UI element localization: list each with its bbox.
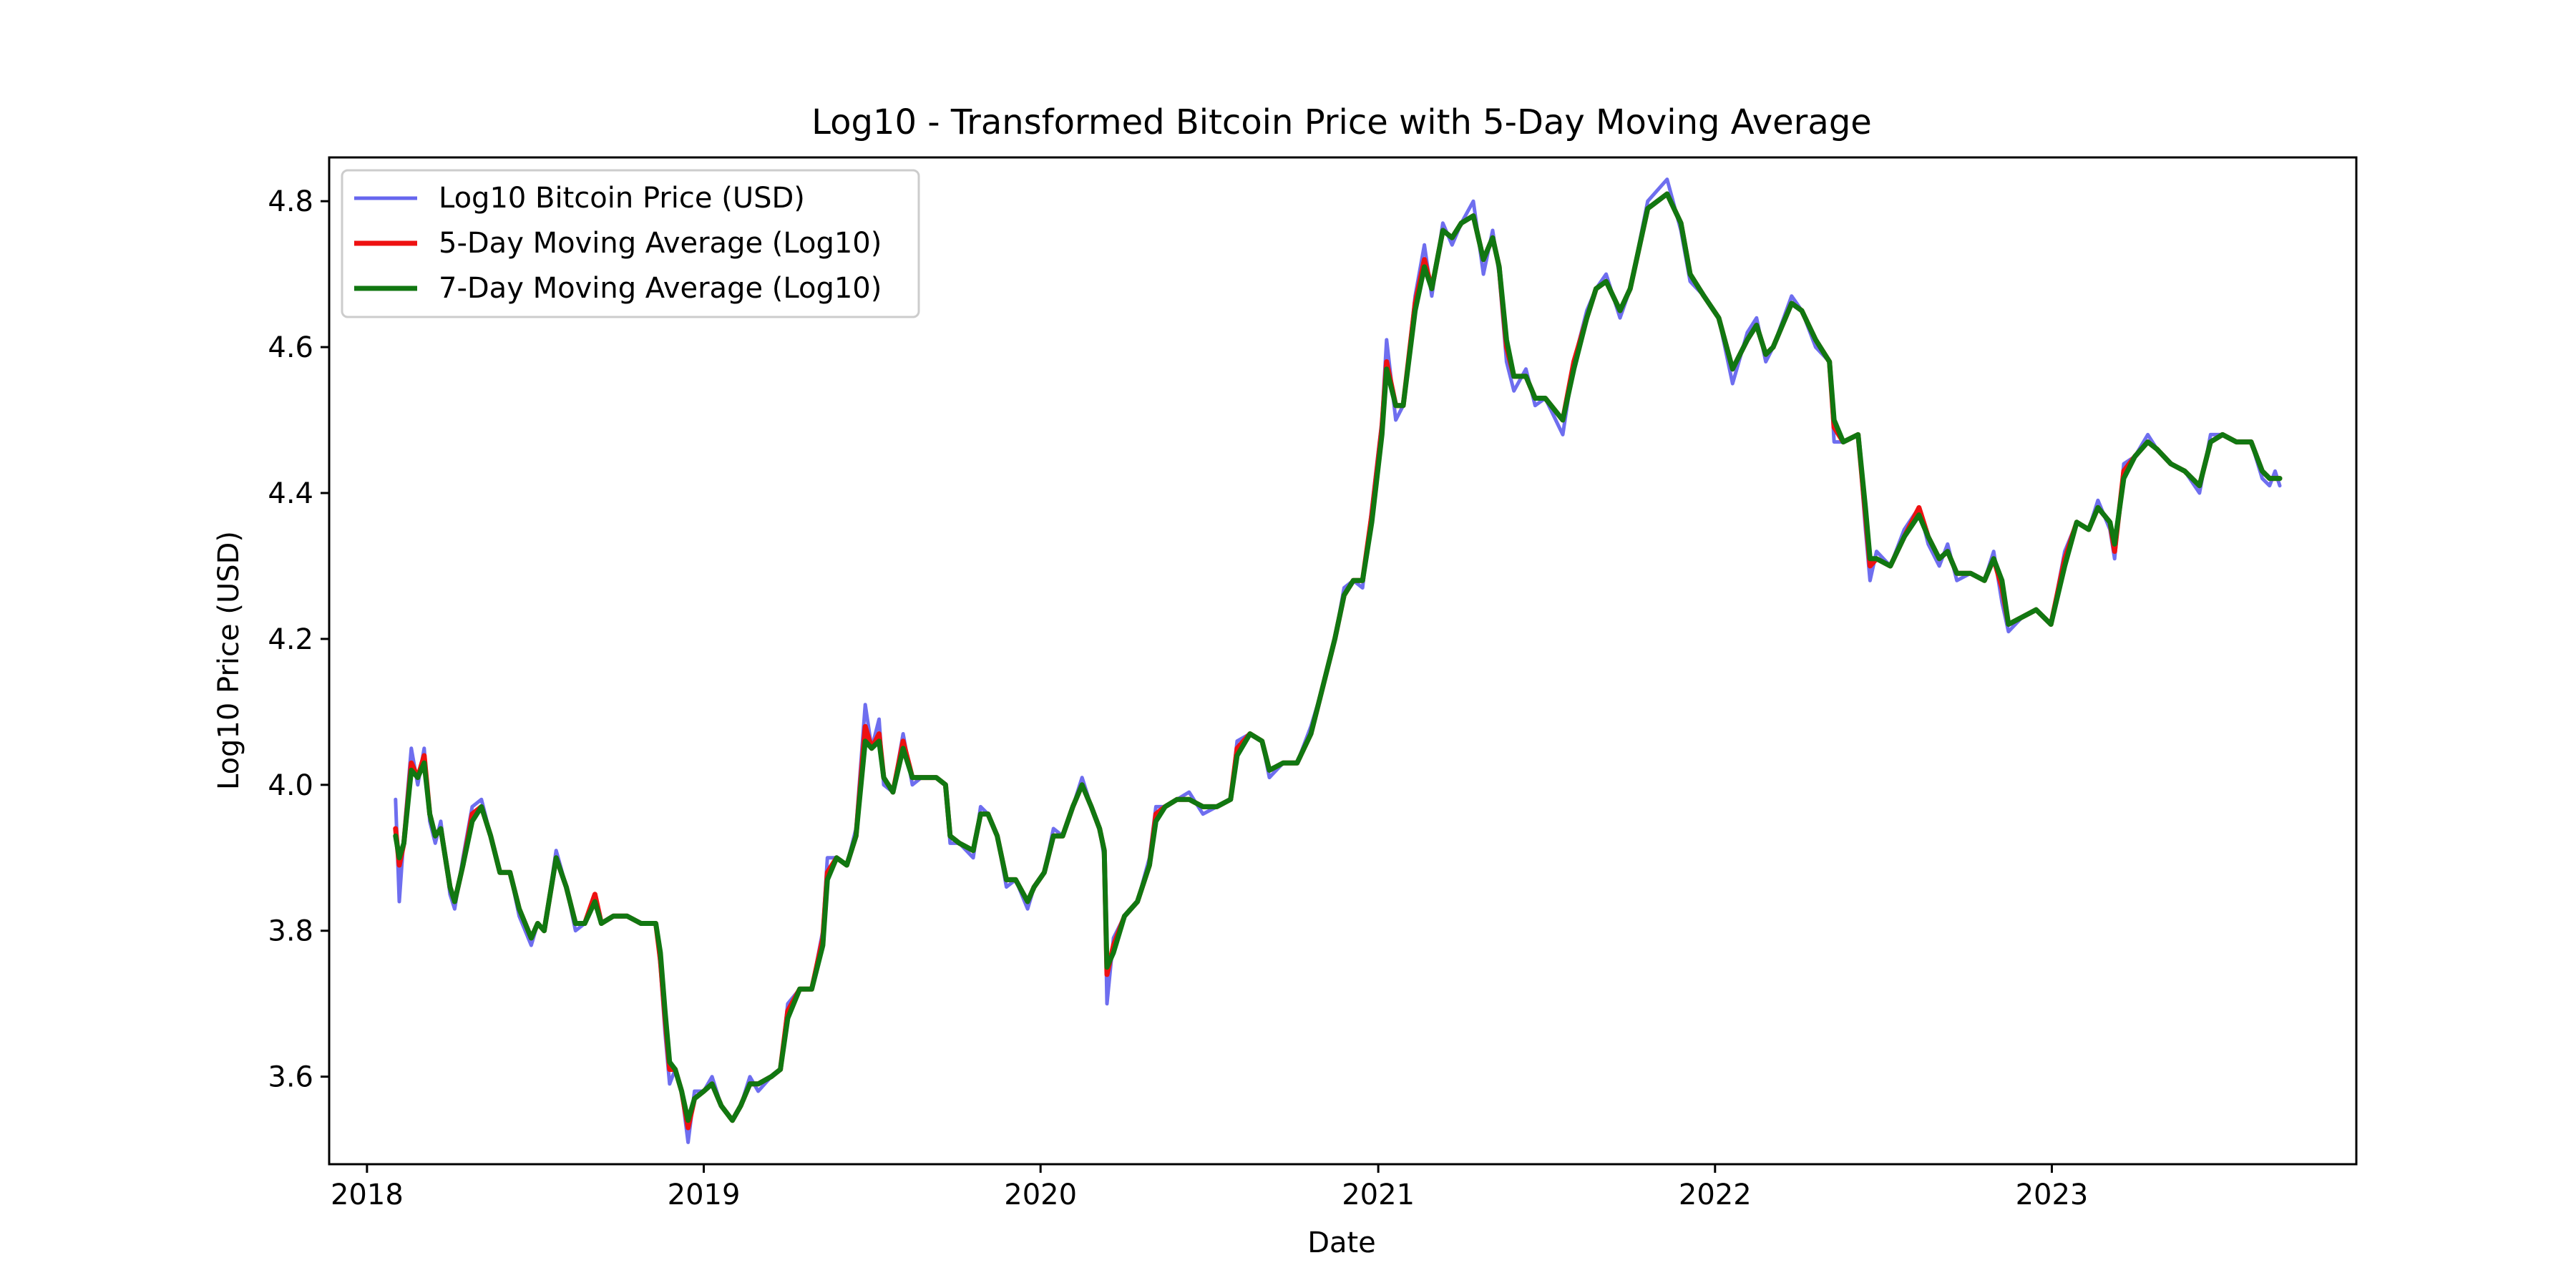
x-axis: 2018 2019 2020 2021 2022 2023: [331, 1164, 2088, 1211]
y-tick-label: 4.0: [268, 769, 313, 802]
x-axis-label: Date: [1307, 1226, 1376, 1259]
legend-label-ma5: 5-Day Moving Average (Log10): [439, 227, 882, 260]
x-tick-label: 2022: [1679, 1179, 1752, 1211]
y-tick-label: 3.8: [268, 915, 313, 948]
legend-label-raw: Log10 Bitcoin Price (USD): [439, 182, 805, 215]
x-tick-label: 2021: [1342, 1179, 1415, 1211]
plot-area-frame: [328, 156, 2358, 1166]
y-tick-label: 4.2: [268, 623, 313, 656]
y-axis-label: Log10 Price (USD): [213, 531, 245, 790]
x-tick-label: 2023: [2016, 1179, 2089, 1211]
x-tick-label: 2018: [331, 1179, 404, 1211]
x-tick-label: 2020: [1004, 1179, 1077, 1211]
series-layer: [393, 177, 2283, 1144]
y-tick-label: 4.4: [268, 477, 313, 510]
legend-label-ma7: 7-Day Moving Average (Log10): [439, 272, 882, 305]
y-tick-label: 4.8: [268, 185, 313, 218]
x-tick-label: 2019: [668, 1179, 741, 1211]
y-axis: 3.6 3.8 4.0 4.2 4.4 4.6 4.8: [268, 185, 329, 1094]
chart-title: Log10 - Transformed Bitcoin Price with 5…: [811, 102, 1872, 142]
legend: Log10 Bitcoin Price (USD) 5-Day Moving A…: [341, 169, 920, 318]
y-tick-label: 3.6: [268, 1061, 313, 1094]
legend-frame: [341, 169, 920, 318]
y-tick-label: 4.6: [268, 331, 313, 364]
series-line-ma7: [393, 191, 2283, 1123]
